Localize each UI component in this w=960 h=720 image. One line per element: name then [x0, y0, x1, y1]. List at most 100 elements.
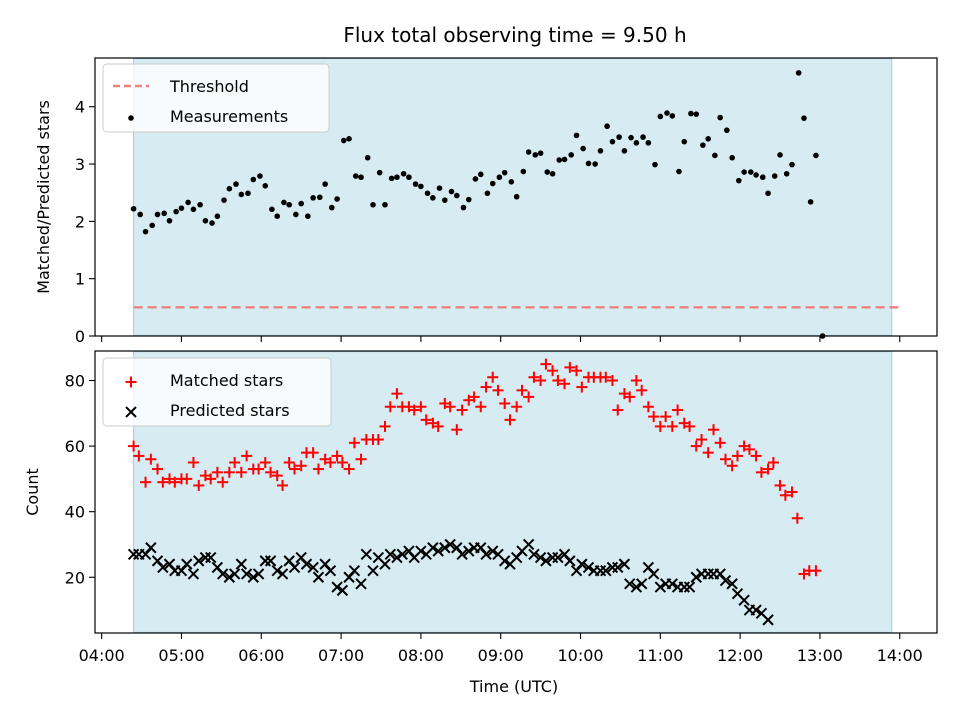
- matched-star-point: [726, 460, 738, 472]
- measurement-point: [430, 195, 436, 201]
- measurement-point: [513, 193, 520, 200]
- predicted-star-point: [618, 558, 631, 570]
- measurement-point: [382, 201, 388, 208]
- matched-star-point: [743, 443, 755, 455]
- matched-star-point: [499, 397, 511, 409]
- matched-star-point: [181, 473, 193, 485]
- bottom-x-tick-label: 07:00: [318, 646, 364, 665]
- matched-star-point: [564, 361, 576, 373]
- predicted-star-point: [391, 551, 403, 564]
- measurement-point: [759, 174, 766, 181]
- matched-star-point: [810, 565, 822, 577]
- bottom-y-axis: 20 40 60 80: [65, 372, 95, 587]
- legend-matched-label: Matched stars: [170, 371, 283, 390]
- matched-star-point: [391, 388, 403, 400]
- bottom-x-tick-label: 14:00: [877, 646, 923, 665]
- measurement-point: [705, 136, 712, 142]
- predicted-star-point: [750, 604, 762, 616]
- measurement-point: [783, 170, 790, 177]
- measurement-point: [142, 228, 149, 235]
- measurement-point: [358, 174, 364, 181]
- measurement-point: [185, 199, 191, 206]
- measurement-point: [633, 140, 640, 146]
- predicted-star-point: [582, 561, 595, 574]
- measurement-point: [166, 217, 173, 224]
- measurement-point: [807, 199, 814, 205]
- matched-star-point: [696, 434, 708, 446]
- matched-star-point: [714, 437, 726, 449]
- matched-star-point: [307, 447, 319, 459]
- matched-star-point: [708, 424, 720, 436]
- matched-star-point: [654, 420, 666, 432]
- measurement-point: [729, 154, 735, 161]
- predicted-star-point: [396, 548, 408, 561]
- measurement-point: [400, 170, 407, 177]
- measurement-point: [214, 213, 221, 220]
- matched-star-point: [690, 440, 702, 452]
- bottom-x-axis: 04:00 05:00 06:00 07:00 08:00 09:00 10:00 11:00…: [79, 633, 923, 665]
- measurement-point: [765, 190, 771, 197]
- measurement-point: [717, 114, 723, 121]
- measurement-point: [484, 190, 491, 197]
- predicted-star-point: [276, 568, 289, 580]
- matched-star-point: [774, 479, 786, 491]
- measurement-point: [537, 150, 544, 156]
- matched-star-point: [540, 358, 552, 370]
- measurement-point: [573, 132, 580, 139]
- predicted-star-point: [193, 555, 205, 567]
- predicted-star-point: [331, 581, 343, 593]
- predicted-star-point: [187, 568, 200, 580]
- measurement-point: [238, 191, 245, 198]
- matched-star-point: [415, 401, 427, 413]
- predicted-star-point: [288, 561, 301, 574]
- measurement-point: [580, 145, 586, 152]
- top-y-tick-label: 1: [75, 270, 85, 289]
- measurement-point: [418, 183, 424, 190]
- predicted-star-point: [247, 571, 259, 583]
- bottom-x-tick-label: 11:00: [637, 646, 683, 665]
- measurement-point: [293, 211, 299, 218]
- measurement-point: [747, 169, 754, 175]
- bottom-y-tick-label: 40: [65, 503, 85, 522]
- matched-star-point: [636, 384, 648, 396]
- measurement-point: [712, 152, 718, 159]
- top-y-axis: 0 1 2 3 4: [75, 98, 95, 346]
- measurement-point: [771, 173, 778, 179]
- legend-box: [102, 357, 332, 427]
- measurement-point: [161, 210, 167, 217]
- measurement-point: [597, 148, 604, 154]
- predicted-star-point: [635, 578, 648, 590]
- predicted-star-point: [307, 561, 319, 574]
- matched-star-point: [432, 420, 444, 432]
- matched-star-point: [523, 391, 535, 403]
- predicted-star-point: [432, 545, 444, 557]
- bottom-x-tick-label: 06:00: [238, 646, 284, 665]
- predicted-star-point: [600, 564, 612, 577]
- measurement-point: [561, 156, 568, 163]
- measurement-point: [477, 171, 484, 178]
- measurement-point: [777, 152, 783, 158]
- measurement-point: [645, 140, 652, 146]
- matched-star-point: [492, 384, 504, 396]
- predicted-star-point: [348, 564, 361, 577]
- predicted-star-point: [264, 555, 277, 567]
- measurement-point: [681, 138, 688, 145]
- matched-star-point: [642, 401, 654, 413]
- measurement-point: [640, 134, 646, 140]
- predicted-star-point: [355, 578, 367, 590]
- predicted-star-point: [181, 558, 193, 570]
- predicted-star-point: [690, 571, 702, 583]
- matched-star-point: [348, 437, 360, 449]
- predicted-star-point: [312, 571, 325, 583]
- matched-star-point: [265, 466, 277, 478]
- measurement-point: [257, 173, 263, 179]
- predicted-star-point: [223, 571, 236, 583]
- measurement-point: [657, 113, 664, 120]
- measurement-point: [149, 222, 155, 229]
- measurement-point: [795, 70, 802, 76]
- matched-star-point: [283, 456, 295, 468]
- matched-star-point: [259, 456, 271, 468]
- matched-star-point: [576, 381, 588, 393]
- matched-star-point: [528, 371, 540, 383]
- x-axis-label: Time (UTC): [469, 677, 558, 696]
